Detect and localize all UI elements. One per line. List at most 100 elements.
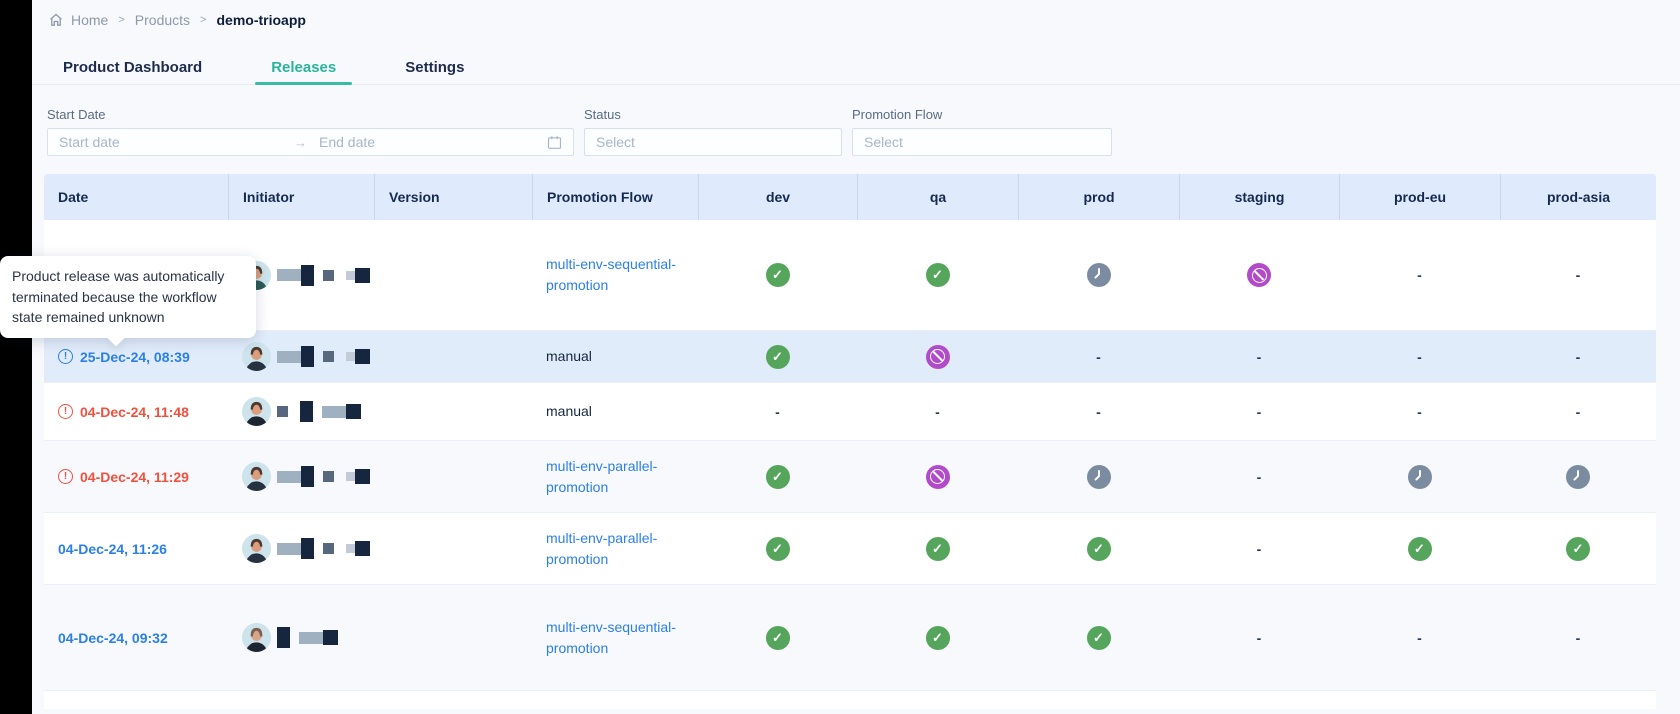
- env-cell-prod: [1018, 585, 1179, 690]
- status-icon: [1417, 267, 1422, 283]
- status-icon: [765, 464, 790, 489]
- env-cell-prod-asia: [1500, 441, 1656, 512]
- status-icon: [1417, 349, 1422, 365]
- release-date[interactable]: 04-Dec-24, 11:29: [80, 468, 189, 485]
- release-date[interactable]: 04-Dec-24, 09:32: [58, 629, 168, 646]
- status-icon: [1257, 404, 1262, 420]
- env-cell-dev: [698, 383, 857, 440]
- table-row[interactable]: multi-env-sequential-promotion: [44, 220, 1656, 330]
- status-icon: [1566, 536, 1590, 561]
- table-row[interactable]: 04-Dec-24, 11:29 multi-env-parallel-prom…: [44, 440, 1656, 512]
- status-icon: [775, 404, 780, 420]
- promotion-flow-text: manual: [546, 348, 592, 364]
- date-cell: 04-Dec-24, 09:32: [44, 585, 228, 690]
- status-icon: [765, 344, 790, 369]
- status-icon: [925, 344, 950, 369]
- status-select[interactable]: Select: [584, 128, 842, 156]
- version-cell: [374, 513, 532, 584]
- env-cell-qa: [857, 441, 1018, 512]
- status-icon: [1086, 263, 1111, 287]
- breadcrumb-home[interactable]: Home: [71, 11, 109, 28]
- status-icon: [1407, 464, 1432, 489]
- alert-icon[interactable]: [58, 469, 73, 484]
- promotion-flow-link[interactable]: multi-env-parallel-promotion: [546, 529, 658, 567]
- env-cell-prod-asia: [1500, 331, 1656, 382]
- status-label: Status: [584, 107, 621, 122]
- status-icon: [1086, 464, 1111, 489]
- env-cell-dev: [698, 585, 857, 690]
- redacted-initiator-name: [277, 401, 361, 422]
- env-cell-dev: [698, 331, 857, 382]
- breadcrumb-products[interactable]: Products: [134, 11, 191, 28]
- end-date-placeholder[interactable]: End date: [319, 134, 376, 150]
- status-icon: [765, 536, 790, 561]
- status-icon: [1576, 349, 1581, 365]
- table-row[interactable]: 04-Dec-24, 11:26 multi-env-parallel-prom…: [44, 512, 1656, 584]
- tab-settings[interactable]: Settings: [405, 58, 465, 76]
- env-cell-prod: [1018, 513, 1179, 584]
- status-icon: [1576, 404, 1581, 420]
- breadcrumb-separator-icon: >: [200, 13, 207, 26]
- calendar-icon[interactable]: [547, 135, 562, 150]
- promotion-flow-link[interactable]: multi-env-parallel-promotion: [546, 457, 658, 495]
- range-arrow-icon: →: [294, 134, 307, 150]
- status-icon: [1417, 630, 1422, 646]
- redacted-initiator-name: [277, 466, 370, 487]
- column-header-version: Version: [374, 174, 532, 220]
- env-cell-staging: [1179, 441, 1339, 512]
- env-cell-prod: [1018, 220, 1179, 330]
- promotion-flow-cell: manual: [532, 331, 698, 382]
- alert-icon[interactable]: [58, 404, 73, 419]
- redacted-initiator-name: [277, 346, 370, 367]
- breadcrumb: Home > Products > demo-trioapp: [32, 0, 1680, 29]
- status-icon: [1247, 263, 1271, 287]
- env-cell-prod-asia: [1500, 585, 1656, 690]
- start-date-label: Start Date: [47, 107, 106, 122]
- initiator-cell: [228, 513, 374, 584]
- tab-releases[interactable]: Releases: [255, 50, 353, 85]
- promotion-flow-select[interactable]: Select: [852, 128, 1112, 156]
- status-icon: [925, 625, 950, 650]
- column-header-dev: dev: [698, 174, 857, 220]
- tooltip-text: Product release was automatically termin…: [12, 268, 225, 326]
- breadcrumb-current-product: demo-trioapp: [216, 11, 306, 28]
- alert-icon[interactable]: [58, 349, 73, 364]
- table-header: Date Initiator Version Promotion Flow de…: [44, 174, 1656, 220]
- start-date-filter: Start Date Start date → End date: [47, 107, 574, 156]
- column-header-initiator: Initiator: [228, 174, 374, 220]
- promotion-flow-cell: manual: [532, 383, 698, 440]
- env-cell-staging: [1179, 331, 1339, 382]
- release-date[interactable]: 04-Dec-24, 11:26: [58, 540, 167, 557]
- start-date-placeholder[interactable]: Start date: [59, 134, 120, 150]
- status-icon: [925, 536, 950, 561]
- env-cell-qa: [857, 585, 1018, 690]
- date-cell: 04-Dec-24, 11:26: [44, 513, 228, 584]
- promotion-flow-link[interactable]: multi-env-sequential-promotion: [546, 256, 676, 293]
- table-row[interactable]: 04-Dec-24, 09:32 multi-env-sequential-pr…: [44, 584, 1656, 690]
- tab-product-dashboard[interactable]: Product Dashboard: [63, 58, 203, 76]
- promotion-flow-cell: multi-env-sequential-promotion: [532, 585, 698, 690]
- releases-table: Date Initiator Version Promotion Flow de…: [44, 174, 1656, 709]
- env-cell-qa: [857, 331, 1018, 382]
- release-date[interactable]: 25-Dec-24, 08:39: [80, 348, 190, 365]
- env-cell-prod: [1018, 441, 1179, 512]
- table-row[interactable]: 25-Dec-24, 08:39 manual: [44, 330, 1656, 382]
- avatar: [242, 462, 271, 491]
- promotion-flow-link[interactable]: multi-env-sequential-promotion: [546, 618, 676, 656]
- date-cell: 04-Dec-24, 11:48: [44, 383, 228, 440]
- status-icon: [1257, 541, 1262, 557]
- release-date[interactable]: 04-Dec-24, 11:48: [80, 403, 189, 420]
- table-row[interactable]: 04-Dec-24, 11:48 manual: [44, 382, 1656, 440]
- date-range-input[interactable]: Start date → End date: [47, 128, 574, 156]
- date-cell: 04-Dec-24, 11:29: [44, 441, 228, 512]
- tab-bar: Product Dashboard Releases Settings: [32, 50, 1680, 85]
- env-cell-prod-eu: [1339, 331, 1500, 382]
- column-header-date: Date: [58, 189, 89, 205]
- avatar: [242, 342, 271, 371]
- status-filter: Status Select: [584, 107, 842, 156]
- version-cell: [374, 220, 532, 330]
- promotion-flow-select-placeholder: Select: [864, 134, 903, 150]
- release-terminated-tooltip: Product release was automatically termin…: [0, 256, 256, 338]
- env-cell-prod-asia: [1500, 220, 1656, 330]
- column-header-prod-eu: prod-eu: [1339, 174, 1500, 220]
